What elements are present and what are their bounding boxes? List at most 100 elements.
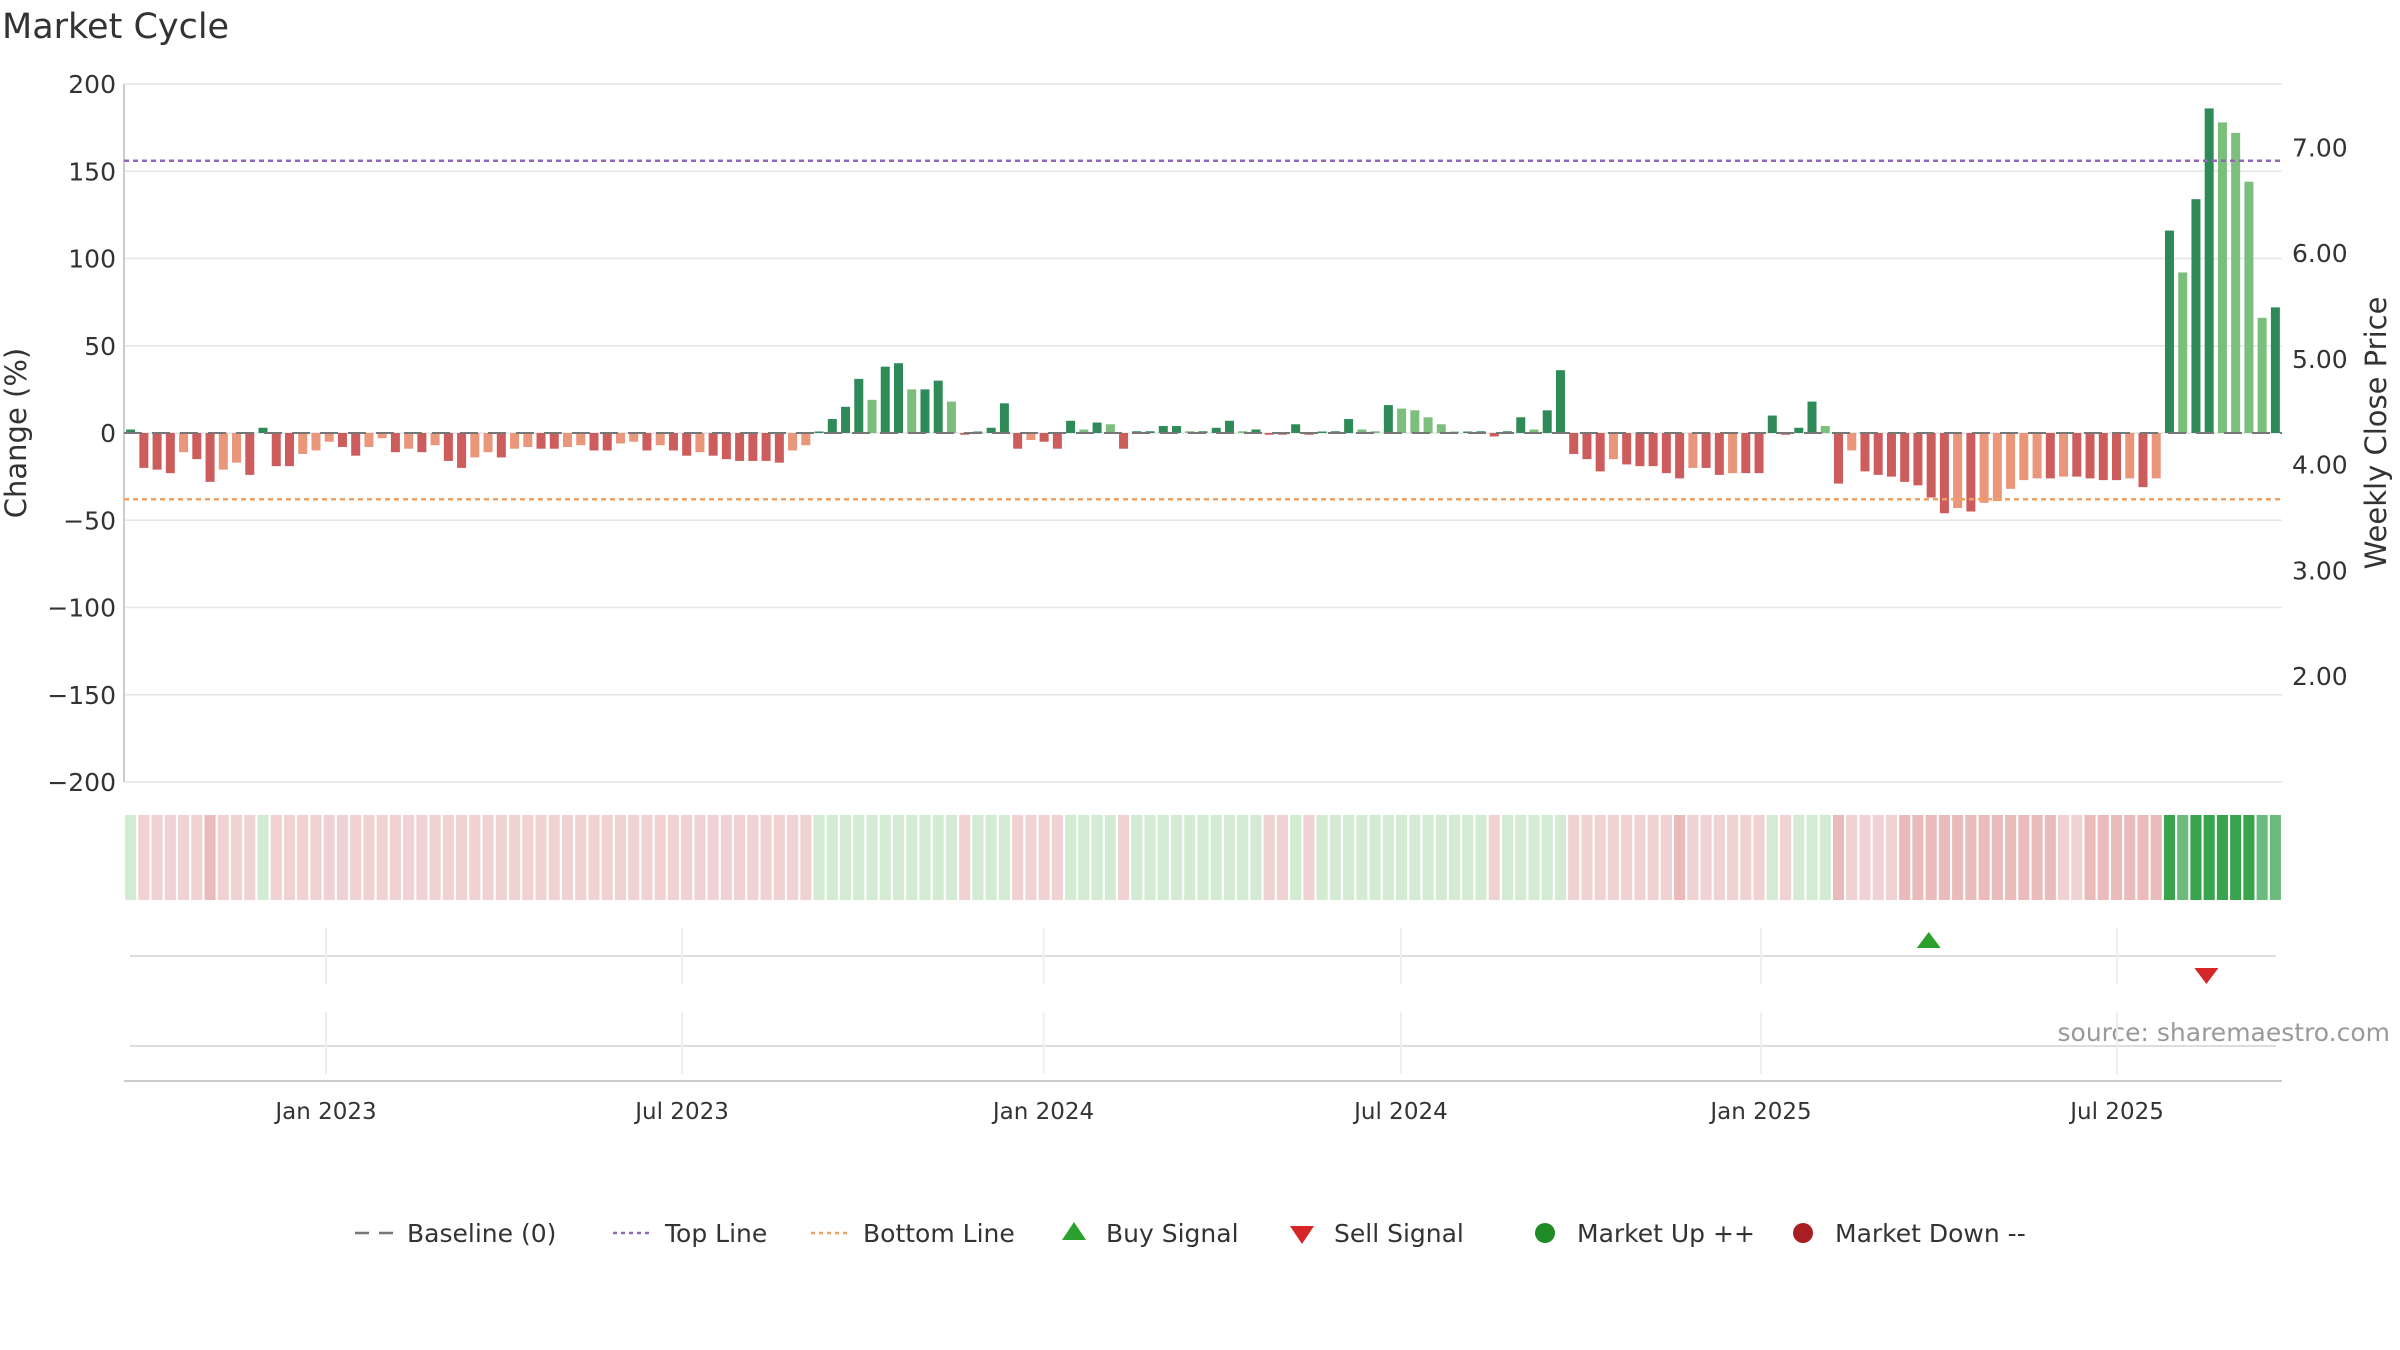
bar	[933, 380, 943, 433]
strip-cell	[1713, 815, 1725, 900]
legend: Baseline (0) Top Line Bottom Line Buy Signa…	[355, 1219, 2026, 1248]
bar	[430, 433, 440, 446]
strip-cell	[747, 815, 759, 900]
y-tick-label: −100	[47, 594, 116, 623]
bar	[523, 433, 533, 447]
strip-cell	[1329, 815, 1341, 900]
bar	[1886, 433, 1896, 477]
legend-buy-symbol	[1062, 1222, 1086, 1240]
strip-cell	[1607, 815, 1619, 900]
bar	[1145, 431, 1155, 433]
bar	[271, 433, 281, 467]
bar	[1516, 417, 1526, 433]
bar	[390, 433, 400, 453]
strip-cell	[2203, 815, 2215, 900]
strip-cell	[217, 815, 229, 900]
bar	[364, 433, 374, 447]
strip-cell	[932, 815, 944, 900]
bar	[2006, 433, 2016, 489]
bar	[1251, 429, 1261, 433]
strip-cell	[575, 815, 587, 900]
strip-cell	[681, 815, 693, 900]
strip-cell	[1687, 815, 1699, 900]
strip-cell	[985, 815, 997, 900]
strip-cell	[694, 815, 706, 900]
bar	[2191, 199, 2201, 433]
y-tick-label: 150	[68, 157, 116, 186]
bar	[152, 433, 162, 470]
bar	[1211, 427, 1221, 433]
strip-cell	[1237, 815, 1249, 900]
strip-cell	[1501, 815, 1514, 900]
strip-cell	[310, 815, 322, 900]
strip-cell	[1965, 815, 1977, 900]
strip-cell	[1409, 815, 1421, 900]
bar	[761, 433, 771, 461]
bar	[258, 427, 268, 433]
strip-cell	[244, 815, 256, 900]
bar	[443, 433, 453, 461]
strip-cell	[178, 815, 190, 900]
bar	[1714, 433, 1724, 475]
strip-cell	[2031, 815, 2043, 900]
strip-cell	[191, 815, 203, 900]
y-tick-label: 100	[68, 245, 116, 274]
bar	[126, 429, 136, 433]
y2-tick-label: 6.00	[2292, 239, 2348, 268]
strip-cell	[892, 815, 905, 900]
strip-cell	[1541, 815, 1553, 900]
bar	[1847, 433, 1857, 451]
bar	[179, 433, 189, 453]
chart-title: Market Cycle	[2, 7, 229, 47]
strip-cell	[813, 815, 825, 900]
legend-label: Sell Signal	[1334, 1219, 1464, 1248]
strip-cell	[2084, 815, 2096, 900]
bar	[1807, 401, 1817, 433]
x-axis-ticks: Jan 2023 Jul 2023 Jan 2024 Jul 2024 Jan 2025…	[124, 928, 2282, 1125]
strip-cell	[1131, 815, 1143, 900]
strip-cell	[1912, 815, 1924, 900]
bar	[1688, 433, 1698, 468]
bar	[2125, 433, 2135, 479]
bar	[1410, 410, 1420, 433]
bar	[205, 433, 215, 482]
strip-cell	[336, 815, 349, 900]
strip-cell	[1581, 815, 1593, 900]
y-tick-label: 0	[100, 419, 116, 448]
strip-cell	[1038, 815, 1050, 900]
bar	[907, 389, 917, 433]
bar	[920, 389, 930, 433]
strip-cell	[1343, 815, 1355, 900]
strip-cell	[1250, 815, 1262, 900]
bar	[2204, 108, 2214, 434]
strip-cell	[2190, 815, 2202, 900]
strip-cell	[1952, 815, 1964, 900]
strip-cell	[230, 815, 243, 900]
bar	[2178, 272, 2188, 433]
bar	[1582, 433, 1592, 460]
y-tick-label: −50	[63, 506, 116, 535]
strip-cell	[1197, 815, 1209, 900]
strip-cell	[1078, 815, 1090, 900]
bar	[1953, 433, 1963, 509]
strip-cell	[1727, 815, 1739, 900]
legend-circle-symbol	[1793, 1223, 1813, 1243]
y-tick-label: −150	[47, 681, 116, 710]
bar	[1860, 433, 1870, 472]
strip-cell	[350, 815, 362, 900]
strip-cell	[151, 815, 163, 900]
strip-cell	[1568, 815, 1580, 900]
strip-cell	[2150, 815, 2162, 900]
bar	[893, 363, 903, 433]
strip-cell	[654, 815, 666, 900]
strip-cell	[2110, 815, 2123, 900]
bar	[563, 433, 573, 447]
strip-cell	[456, 815, 468, 900]
strip-cell	[906, 815, 918, 900]
bar	[404, 433, 414, 449]
bar	[1873, 433, 1883, 475]
strip-cell	[1435, 815, 1447, 900]
bar	[192, 433, 202, 460]
strip-cell	[1554, 815, 1567, 900]
strip-cell	[1832, 815, 1845, 900]
